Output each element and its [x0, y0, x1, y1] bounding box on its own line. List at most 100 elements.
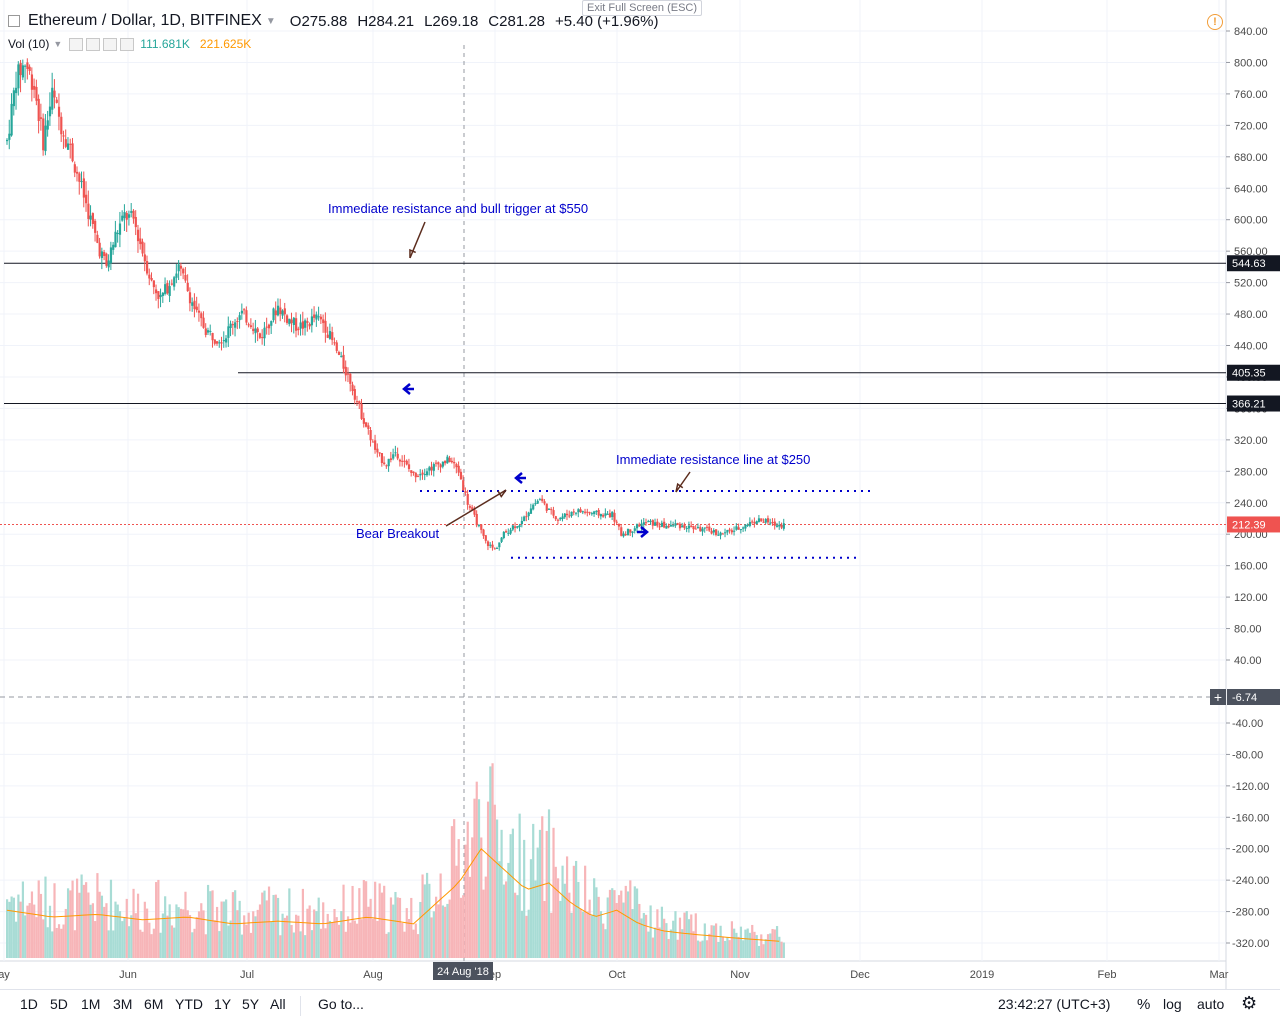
volume-bar — [346, 916, 350, 958]
eye-icon[interactable] — [69, 37, 84, 51]
symbol-title[interactable]: Ethereum / Dollar, 1D, BITFINEX — [28, 12, 262, 29]
candle-body — [184, 274, 187, 281]
candle-body — [288, 318, 291, 325]
candle-body — [46, 120, 49, 130]
time-tick-label: Aug — [363, 969, 383, 981]
volume-bar — [511, 828, 514, 958]
volume-bar — [220, 901, 223, 958]
volume-bar — [543, 900, 546, 958]
close-value: C281.28 — [488, 12, 546, 30]
candle-body — [464, 491, 467, 494]
candle-body — [337, 352, 341, 355]
range-1m[interactable]: 1M — [81, 996, 101, 1012]
clock-display[interactable]: 23:42:27 (UTC+3) — [998, 996, 1111, 1012]
candle-body — [773, 521, 776, 526]
candle-body — [82, 178, 85, 198]
volume-ma-value: 221.625K — [199, 37, 252, 51]
range-6m[interactable]: 6M — [144, 996, 164, 1012]
range-ytd[interactable]: YTD — [175, 996, 203, 1012]
candle-body — [346, 373, 350, 375]
level-label-bg — [1227, 364, 1280, 381]
candle-body — [360, 403, 363, 419]
range-5d[interactable]: 5D — [50, 996, 68, 1012]
candle-body — [547, 508, 551, 510]
candle-body — [726, 530, 729, 533]
range-all[interactable]: All — [270, 996, 286, 1012]
close-icon[interactable] — [120, 37, 135, 51]
candle-body — [344, 366, 347, 376]
candle-body — [724, 532, 727, 534]
volume-bar — [261, 892, 264, 958]
volume-bar — [419, 901, 422, 958]
candle-body — [660, 522, 664, 527]
warning-icon[interactable]: ! — [1207, 14, 1223, 30]
range-5y[interactable]: 5Y — [242, 996, 260, 1012]
candle-body — [509, 529, 512, 534]
candle-body — [721, 533, 724, 535]
exit-fullscreen-button[interactable]: Exit Full Screen (ESC) — [582, 0, 703, 16]
settings-icon[interactable] — [86, 37, 101, 51]
candle-body — [651, 520, 654, 526]
volume-tick-label: -40.00 — [1232, 718, 1263, 730]
candle-body — [335, 342, 338, 351]
candle-body — [127, 214, 131, 218]
annotation-resistance-250: Immediate resistance line at $250 — [616, 452, 810, 467]
price-tick-label: 560.00 — [1234, 246, 1268, 258]
candle-body — [588, 512, 591, 514]
collapse-legend-icon[interactable] — [8, 15, 20, 27]
candle-body — [559, 518, 562, 520]
add-icon[interactable] — [103, 37, 118, 51]
candle-body — [444, 460, 447, 464]
candle-body — [249, 325, 253, 328]
candle-body — [602, 514, 605, 517]
auto-toggle[interactable]: auto — [1197, 996, 1225, 1012]
candle-body — [175, 273, 178, 278]
volume-bar — [597, 896, 600, 958]
volume-bar — [705, 940, 709, 958]
candle-body — [91, 213, 95, 224]
candle-body — [276, 305, 280, 316]
volume-bar — [473, 798, 476, 958]
log-toggle[interactable]: log — [1163, 996, 1182, 1012]
candle-body — [425, 471, 429, 476]
volume-label[interactable]: Vol (10) — [8, 37, 50, 51]
volume-bar — [389, 897, 393, 958]
candle-body — [455, 464, 458, 468]
volume-bar — [715, 923, 718, 958]
volume-bar — [739, 926, 743, 958]
candle-body — [446, 456, 449, 464]
chevron-down-icon[interactable]: ▼ — [265, 15, 276, 27]
candle-body — [565, 513, 569, 516]
arrow-to-550-head — [409, 248, 416, 259]
volume-bar — [380, 892, 384, 958]
range-1y[interactable]: 1Y — [214, 996, 232, 1012]
candle-body — [703, 527, 706, 529]
chevron-down-icon[interactable]: ▼ — [53, 39, 63, 49]
volume-bar — [191, 932, 194, 958]
range-3m[interactable]: 3M — [113, 996, 133, 1012]
candle-body — [733, 530, 736, 532]
candle-body — [529, 508, 533, 514]
arrow-to-550 — [409, 221, 426, 259]
volume-bar — [468, 876, 472, 958]
candle-body — [313, 314, 316, 318]
range-1d[interactable]: 1D — [20, 996, 38, 1012]
candle-body — [635, 524, 639, 529]
candle-body — [132, 210, 135, 219]
settings-gear-icon[interactable]: ⚙ — [1241, 993, 1258, 1013]
volume-bar — [520, 910, 524, 958]
candle-body — [719, 532, 722, 536]
candle-body — [202, 317, 205, 328]
goto-button[interactable]: Go to... — [318, 996, 364, 1012]
volume-bar — [202, 910, 205, 958]
volume-bar — [561, 865, 564, 958]
volume-bar — [30, 891, 34, 958]
volume-bar — [464, 844, 467, 958]
volume-bar — [317, 897, 320, 958]
candle-body — [534, 503, 537, 505]
volume-bar — [265, 900, 268, 958]
percent-toggle[interactable]: % — [1137, 996, 1151, 1013]
volume-bar — [96, 873, 99, 958]
volume-bar — [234, 890, 237, 958]
